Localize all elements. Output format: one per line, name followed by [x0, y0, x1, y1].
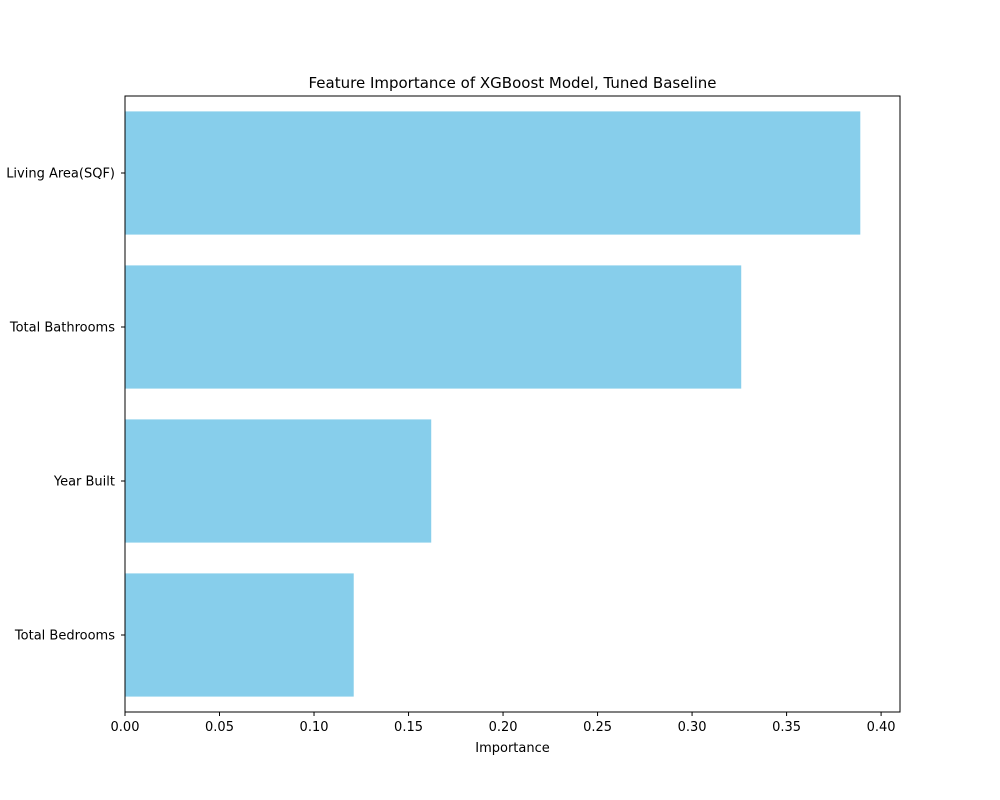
- y-tick-label: Total Bathrooms: [9, 321, 115, 336]
- x-axis-label: Importance: [475, 741, 550, 756]
- x-tick-label: 0.40: [867, 720, 896, 735]
- plot-frame: [124, 95, 901, 713]
- x-tick-label: 0.20: [489, 720, 518, 735]
- x-tick-label: 0.05: [205, 720, 234, 735]
- x-tick-label: 0.25: [583, 720, 612, 735]
- bar: [125, 419, 432, 543]
- x-tick-label: 0.30: [678, 720, 707, 735]
- x-tick-label: 0.15: [394, 720, 423, 735]
- x-tick-label: 0.00: [111, 720, 140, 735]
- bar: [125, 573, 354, 697]
- bar: [125, 265, 742, 389]
- bar: [125, 111, 861, 235]
- x-axis: 0.00 0.05 0.10 0.15 0.20 0.25 0.30 0.35 0.40: [111, 712, 896, 735]
- chart-title: Feature Importance of XGBoost Model, Tun…: [309, 74, 717, 92]
- y-tick-label: Year Built: [53, 475, 115, 490]
- x-tick-label: 0.10: [300, 720, 329, 735]
- y-tick-label: Living Area(SQF): [6, 167, 115, 182]
- x-tick-label: 0.35: [772, 720, 801, 735]
- y-axis: Living Area(SQF) Total Bathrooms Year Buil…: [6, 167, 125, 644]
- bars-layer: [125, 111, 861, 697]
- y-tick-label: Total Bedrooms: [14, 629, 115, 644]
